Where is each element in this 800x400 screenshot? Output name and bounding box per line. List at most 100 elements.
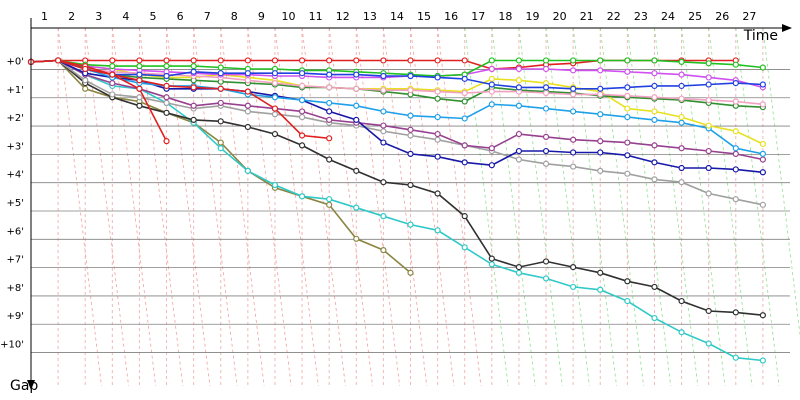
point	[705, 307, 712, 315]
point	[651, 82, 658, 90]
point	[434, 190, 441, 197]
series-line	[30, 59, 763, 108]
point	[298, 193, 306, 200]
point	[380, 139, 387, 146]
x-tick-label: 1	[41, 10, 48, 23]
point	[163, 109, 170, 116]
point	[244, 123, 251, 131]
point	[759, 101, 766, 108]
point	[461, 57, 468, 64]
point	[678, 119, 685, 126]
point	[705, 122, 712, 129]
point	[732, 61, 739, 68]
series-line	[30, 59, 764, 161]
point	[705, 96, 712, 104]
point	[271, 80, 279, 87]
series-line	[30, 59, 330, 140]
point	[136, 94, 143, 101]
point	[380, 57, 387, 64]
point	[515, 57, 523, 64]
point	[109, 57, 116, 64]
point	[244, 70, 251, 77]
point	[407, 132, 414, 139]
point	[407, 221, 414, 228]
x-tick-label: 15	[417, 10, 431, 23]
point	[678, 329, 685, 336]
point	[624, 92, 631, 99]
point	[570, 264, 577, 271]
point	[434, 227, 441, 234]
y-tick-label: +0'	[7, 56, 25, 67]
point	[488, 255, 495, 262]
point	[678, 164, 685, 172]
x-tick-label: 21	[580, 10, 594, 23]
point	[82, 77, 89, 84]
point	[461, 89, 468, 97]
point	[542, 89, 550, 97]
x-tick-label: 26	[715, 10, 729, 23]
x-tick-label: 8	[231, 10, 238, 23]
point	[732, 128, 739, 135]
point	[461, 115, 468, 122]
y-tick-label: +9'	[7, 311, 25, 322]
x-tick-label: 12	[336, 10, 350, 23]
lap-diagonal	[735, 27, 780, 387]
series-line	[30, 59, 763, 90]
point	[488, 81, 495, 88]
lap-diagonal	[220, 27, 265, 387]
point	[624, 105, 631, 112]
x-tick-label: 23	[634, 10, 648, 23]
point	[217, 85, 224, 92]
point	[732, 98, 739, 105]
point	[732, 150, 739, 157]
point	[515, 77, 523, 84]
point	[326, 108, 333, 115]
point	[434, 57, 441, 64]
x-tick-label: 20	[553, 10, 567, 23]
point	[759, 150, 766, 157]
x-tick-label: 7	[204, 10, 211, 23]
point	[759, 312, 766, 319]
point	[217, 70, 224, 77]
point	[732, 80, 739, 87]
point	[488, 75, 495, 82]
x-tick-label: 3	[95, 10, 102, 23]
point	[244, 57, 251, 64]
point	[705, 81, 712, 88]
point	[732, 354, 739, 361]
point	[271, 94, 279, 101]
x-tick-label: 5	[149, 10, 156, 23]
point	[217, 57, 224, 64]
point	[461, 244, 468, 251]
lap-diagonal	[437, 27, 482, 387]
point	[597, 111, 604, 118]
x-tick-label: 18	[498, 10, 512, 23]
point	[109, 80, 116, 87]
point	[380, 179, 387, 186]
point	[624, 57, 631, 64]
lap-diagonal	[111, 27, 157, 387]
y-tick-label: +7'	[7, 255, 25, 266]
series-line	[30, 59, 763, 316]
x-tick-label: 24	[661, 10, 675, 23]
y-tick-label: +1'	[7, 85, 25, 96]
point	[380, 128, 387, 135]
x-axis-label: Time	[743, 28, 778, 44]
point	[298, 57, 306, 64]
point	[624, 139, 631, 146]
lap-diagonal	[328, 27, 373, 387]
point	[678, 145, 685, 152]
point	[190, 116, 197, 124]
point	[651, 159, 658, 166]
x-tick-label: 6	[177, 10, 184, 23]
point	[488, 261, 495, 268]
point	[570, 108, 577, 115]
point	[624, 152, 631, 159]
x-tick-label: 19	[525, 10, 539, 23]
point	[407, 72, 414, 80]
point	[163, 82, 170, 90]
point	[190, 84, 197, 91]
x-tick-label: 10	[282, 10, 296, 23]
point	[515, 264, 523, 271]
point	[597, 67, 604, 74]
